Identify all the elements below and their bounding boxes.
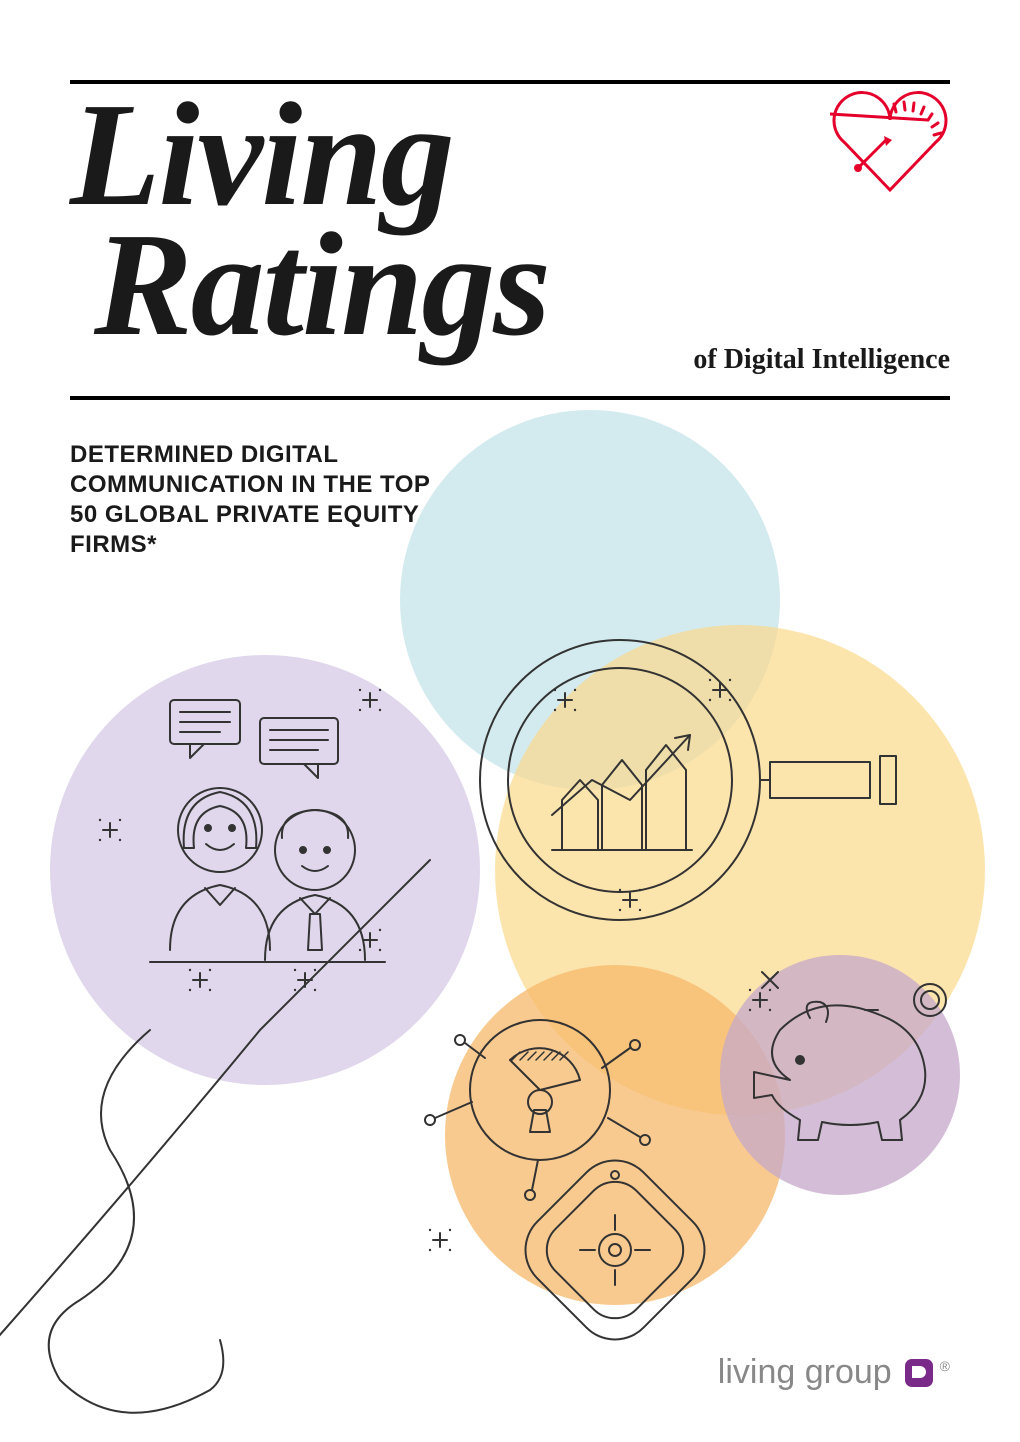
main-title: Living Ratings [70,84,950,354]
tagline: DETERMINED DIGITAL COMMUNICATION IN THE … [70,440,450,560]
footer-brand: living group ® [718,1353,950,1392]
footer-brand-text: living group [718,1353,892,1392]
footer-brand-icon [902,1356,936,1390]
heart-gauge-icon [830,90,950,200]
subtitle: of Digital Intelligence [693,344,950,376]
title-line-2: Ratings [70,203,549,367]
title-block: Living Ratings of Dig [70,80,950,400]
